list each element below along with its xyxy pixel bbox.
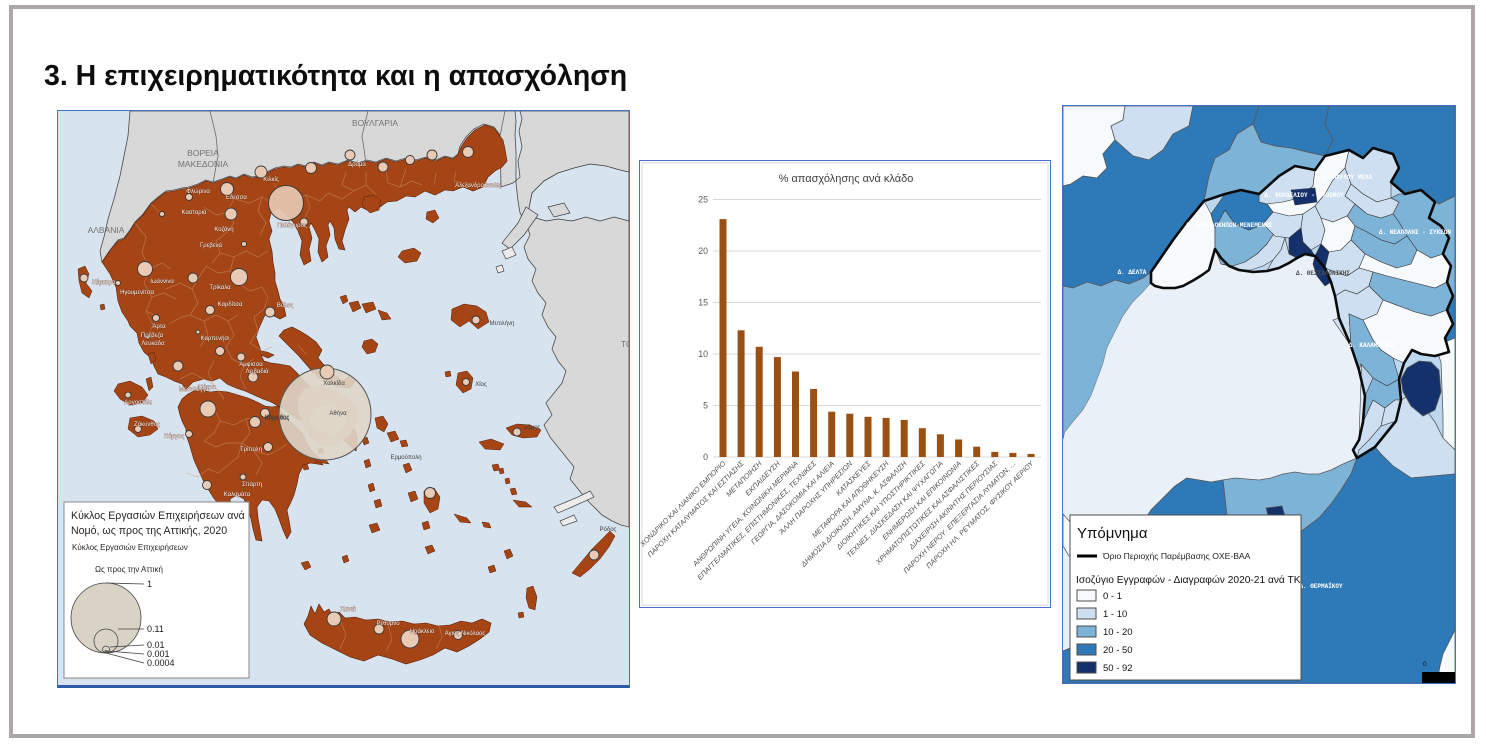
svg-text:Κιλκίς: Κιλκίς <box>263 177 279 183</box>
svg-text:ΜΑΚΕΔΟΝΙΑ: ΜΑΚΕΔΟΝΙΑ <box>178 159 229 169</box>
svg-text:ΤΟ: ΤΟ <box>621 339 629 349</box>
svg-text:50 - 92: 50 - 92 <box>1103 663 1133 674</box>
svg-text:Ρέθυμνο: Ρέθυμνο <box>376 620 400 627</box>
svg-text:Δ. ΝΕΑΠΟΛΗΣ - ΣΥΚΕΩΝ: Δ. ΝΕΑΠΟΛΗΣ - ΣΥΚΕΩΝ <box>1379 229 1451 236</box>
svg-text:Τρίπολη: Τρίπολη <box>240 447 262 453</box>
svg-text:Ζάκυνθος: Ζάκυνθος <box>134 421 160 428</box>
svg-text:Ηράκλειο: Ηράκλειο <box>410 628 435 635</box>
svg-text:Καρπενήσι: Καρπενήσι <box>201 335 231 342</box>
svg-text:Κύκλος Εργασιών Επιχειρήσεων α: Κύκλος Εργασιών Επιχειρήσεων ανά <box>71 510 245 522</box>
svg-text:Σάμος: Σάμος <box>524 424 541 431</box>
svg-text:5: 5 <box>703 401 708 411</box>
svg-text:1: 1 <box>147 579 152 589</box>
svg-text:0.11: 0.11 <box>147 624 164 634</box>
svg-text:10 - 20: 10 - 20 <box>1103 627 1133 638</box>
svg-text:15: 15 <box>698 298 708 308</box>
svg-text:Όριο Περιοχής Παρέμβασης ΟΧΕ-Β: Όριο Περιοχής Παρέμβασης ΟΧΕ-ΒΑΑ <box>1102 551 1251 561</box>
svg-text:Ως προς την Αττική: Ως προς την Αττική <box>95 565 163 574</box>
svg-text:Νομό, ως προς της Αττικής, 202: Νομό, ως προς της Αττικής, 2020 <box>71 525 227 537</box>
svg-text:Γρεβενά: Γρεβενά <box>200 242 223 249</box>
svg-text:Κοζάνη: Κοζάνη <box>214 226 233 233</box>
svg-text:Καρδίτσα: Καρδίτσα <box>218 302 243 308</box>
svg-text:Δ. ΘΕΡΜΑΪΚΟΥ: Δ. ΘΕΡΜΑΪΚΟΥ <box>1299 583 1343 590</box>
svg-text:Σπάρτη: Σπάρτη <box>242 481 262 488</box>
svg-text:Πολύγυρος: Πολύγυρος <box>277 223 307 229</box>
svg-text:25: 25 <box>698 195 708 205</box>
svg-text:ΒΟΡΕΙΑ: ΒΟΡΕΙΑ <box>187 148 219 158</box>
svg-text:0: 0 <box>1423 661 1427 668</box>
svg-text:Άμφισσα: Άμφισσα <box>239 362 263 368</box>
svg-text:Αργοστόλι: Αργοστόλι <box>124 399 152 406</box>
svg-text:Αθήνα: Αθήνα <box>329 410 347 417</box>
svg-text:Φλώρινα: Φλώρινα <box>186 189 210 195</box>
svg-text:1 - 10: 1 - 10 <box>1103 609 1127 620</box>
svg-text:Τρίκαλα: Τρίκαλα <box>209 285 231 291</box>
svg-text:Ερμούπολη: Ερμούπολη <box>390 455 421 461</box>
svg-text:Χανιά: Χανιά <box>340 606 356 613</box>
svg-text:0.001: 0.001 <box>147 649 170 659</box>
svg-text:Πύργος: Πύργος <box>164 434 184 440</box>
svg-text:Δ. ΚΑΛΑΜΑΡΙΑΣ: Δ. ΚΑΛΑΜΑΡΙΑΣ <box>1349 342 1396 349</box>
svg-text:Δ. ΚΟΡΔΕΛΙΟΥ - ΕΥΟΣΜΟΥ: Δ. ΚΟΡΔΕΛΙΟΥ - ΕΥΟΣΜΟΥ <box>1264 192 1344 199</box>
svg-text:Δράμα: Δράμα <box>348 161 366 168</box>
svg-text:Άγιος Νικόλαος: Άγιος Νικόλαος <box>445 630 486 637</box>
svg-text:Κύκλος Εργασιών Επιχειρήσεων: Κύκλος Εργασιών Επιχειρήσεων <box>72 543 188 552</box>
svg-text:20: 20 <box>698 246 708 256</box>
svg-text:0 - 1: 0 - 1 <box>1103 591 1122 602</box>
svg-text:Βόλος: Βόλος <box>277 302 293 309</box>
svg-text:10: 10 <box>698 349 708 359</box>
svg-text:Κόρινθος: Κόρινθος <box>265 414 290 421</box>
svg-text:Δ. ΘΕΣΣΑΛΟΝΙΚΗΣ: Δ. ΘΕΣΣΑΛΟΝΙΚΗΣ <box>1296 270 1350 277</box>
svg-text:0.01: 0.01 <box>147 640 165 650</box>
svg-text:0: 0 <box>703 452 708 462</box>
svg-text:Δ. ΑΜΠΕΛΟΚΗΠΩΝ-ΜΕΝΕΜΕΝΗΣ: Δ. ΑΜΠΕΛΟΚΗΠΩΝ-ΜΕΝΕΜΕΝΗΣ <box>1186 222 1273 229</box>
svg-text:Κόρινθος: Κόρινθος <box>265 415 290 422</box>
svg-text:Ιωάννινα: Ιωάννινα <box>150 278 174 285</box>
svg-text:Υπόμνημα: Υπόμνημα <box>1077 525 1148 542</box>
svg-text:0.0004: 0.0004 <box>147 658 175 668</box>
svg-text:Δ. ΔΕΛΤΑ: Δ. ΔΕΛΤΑ <box>1118 269 1147 276</box>
svg-text:Άρτα: Άρτα <box>152 324 166 330</box>
svg-text:Ισοζύγιο Εγγραφών - Διαγραφών: Ισοζύγιο Εγγραφών - Διαγραφών 2020-21 αν… <box>1076 574 1301 586</box>
svg-text:Καλαμάτα: Καλαμάτα <box>224 491 251 498</box>
svg-text:20 - 50: 20 - 50 <box>1103 645 1133 656</box>
svg-text:Χίος: Χίος <box>475 382 487 388</box>
svg-text:Ηγουμενίτσα: Ηγουμενίτσα <box>120 290 154 296</box>
svg-text:Ρόδος: Ρόδος <box>600 526 617 533</box>
svg-text:Πρέβεζα: Πρέβεζα <box>141 332 164 339</box>
svg-text:Λειβαδιά: Λειβαδιά <box>245 368 269 375</box>
svg-text:Χαλκίδα: Χαλκίδα <box>323 381 345 387</box>
svg-text:Έδεσσα: Έδεσσα <box>224 195 247 201</box>
svg-text:Δ. ΠΑΥΛΟΥ ΜΕΛΑ: Δ. ΠΑΥΛΟΥ ΜΕΛΑ <box>1322 174 1373 181</box>
svg-text:% απασχόλησης ανά κλάδο: % απασχόλησης ανά κλάδο <box>779 173 914 185</box>
svg-text:Μεσολόγγι: Μεσολόγγι <box>179 386 208 393</box>
svg-text:ΑΛΒΑΝΙΑ: ΑΛΒΑΝΙΑ <box>88 225 125 235</box>
svg-text:Κέρκυρα: Κέρκυρα <box>92 279 116 286</box>
svg-text:Αλεξανδρούπολη: Αλεξανδρούπολη <box>455 183 501 189</box>
svg-text:Λευκάδα: Λευκάδα <box>141 340 165 347</box>
svg-text:ΒΟΥΛΓΑΡΙΑ: ΒΟΥΛΓΑΡΙΑ <box>352 118 398 128</box>
svg-text:Καστοριά: Καστοριά <box>182 209 207 216</box>
svg-text:Πάτρα: Πάτρα <box>198 384 216 391</box>
svg-text:Μυτιλήνη: Μυτιλήνη <box>490 320 515 327</box>
